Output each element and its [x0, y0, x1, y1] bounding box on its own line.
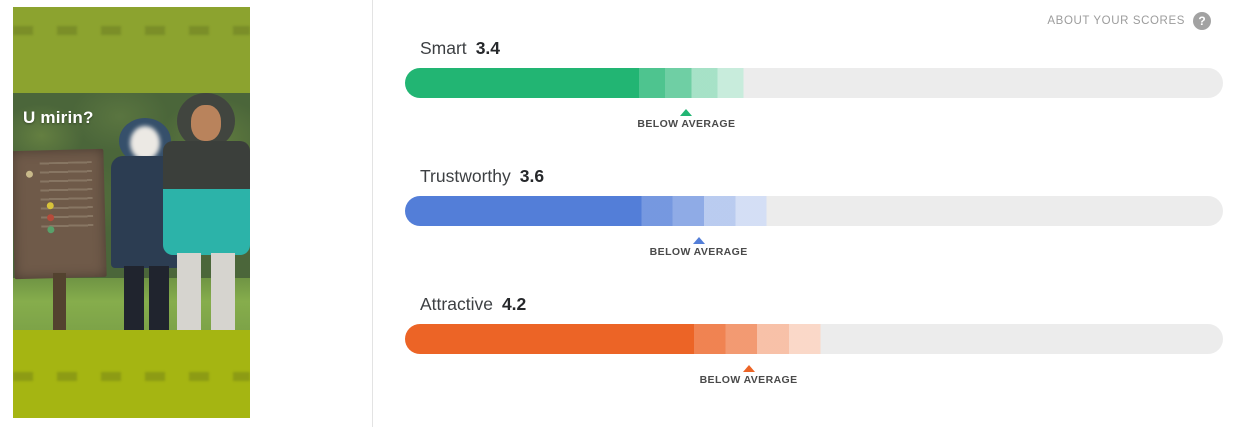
scores-panel: ABOUT YOUR SCORES ? Smart 3.4 BELOW AVER…: [373, 0, 1233, 428]
vertical-divider: [372, 0, 373, 427]
person-leg: [149, 266, 169, 330]
trait-label: Attractive 4.2: [405, 294, 1223, 315]
marker-caption: BELOW AVERAGE: [637, 118, 736, 130]
trait-rows: Smart 3.4 BELOW AVERAGE Trustworthy 3.6 …: [405, 38, 1223, 388]
trait-row-smart: Smart 3.4 BELOW AVERAGE: [405, 38, 1223, 132]
band-texture: [13, 25, 250, 35]
trait-label: Trustworthy 3.6: [405, 166, 1223, 187]
trait-name: Smart: [420, 38, 467, 58]
person-face: [191, 105, 221, 141]
marker-area: BELOW AVERAGE: [405, 109, 1223, 132]
photo-trees-background: U mirin?: [13, 93, 250, 330]
trait-score: 3.6: [519, 166, 545, 186]
band-texture: [13, 372, 250, 382]
trait-name: Trustworthy: [420, 166, 511, 186]
person-blurred-face: [130, 126, 160, 160]
about-your-scores-label[interactable]: ABOUT YOUR SCORES: [1047, 15, 1185, 27]
photo-top-band: [13, 7, 250, 93]
photo-caption-text: U mirin?: [23, 108, 94, 127]
photo-bottom-band: [13, 330, 250, 418]
average-marker-icon: [692, 237, 705, 244]
trait-label: Smart 3.4: [405, 38, 1223, 59]
average-marker-icon: [680, 109, 693, 116]
trait-row-trustworthy: Trustworthy 3.6 BELOW AVERAGE: [405, 166, 1223, 260]
help-question-icon[interactable]: ?: [1193, 12, 1211, 30]
sign-dot: [47, 226, 55, 234]
average-marker-icon: [742, 365, 755, 372]
sign-dot: [25, 170, 34, 178]
score-bar: [405, 324, 1223, 354]
photo-thumbnail: U mirin?: [13, 7, 250, 418]
score-bar: [405, 68, 1223, 98]
marker-area: BELOW AVERAGE: [405, 365, 1223, 388]
photo-person-right: [163, 93, 250, 330]
sign-text-lines: [39, 161, 94, 233]
score-bar: [405, 196, 1223, 226]
photo-wooden-sign: [13, 148, 107, 280]
marker-caption: BELOW AVERAGE: [649, 246, 748, 258]
trait-score: 4.2: [501, 294, 527, 314]
marker-area: BELOW AVERAGE: [405, 237, 1223, 260]
about-your-scores-link[interactable]: ABOUT YOUR SCORES ?: [1047, 12, 1211, 30]
person-leg: [124, 266, 144, 330]
person-leg: [177, 253, 201, 330]
marker-caption: BELOW AVERAGE: [699, 374, 798, 386]
trait-name: Attractive: [420, 294, 493, 314]
trait-row-attractive: Attractive 4.2 BELOW AVERAGE: [405, 294, 1223, 388]
photo-sign-post: [53, 273, 66, 330]
person-jacket: [163, 141, 250, 255]
person-leg: [211, 253, 235, 330]
trait-score: 3.4: [475, 38, 501, 58]
